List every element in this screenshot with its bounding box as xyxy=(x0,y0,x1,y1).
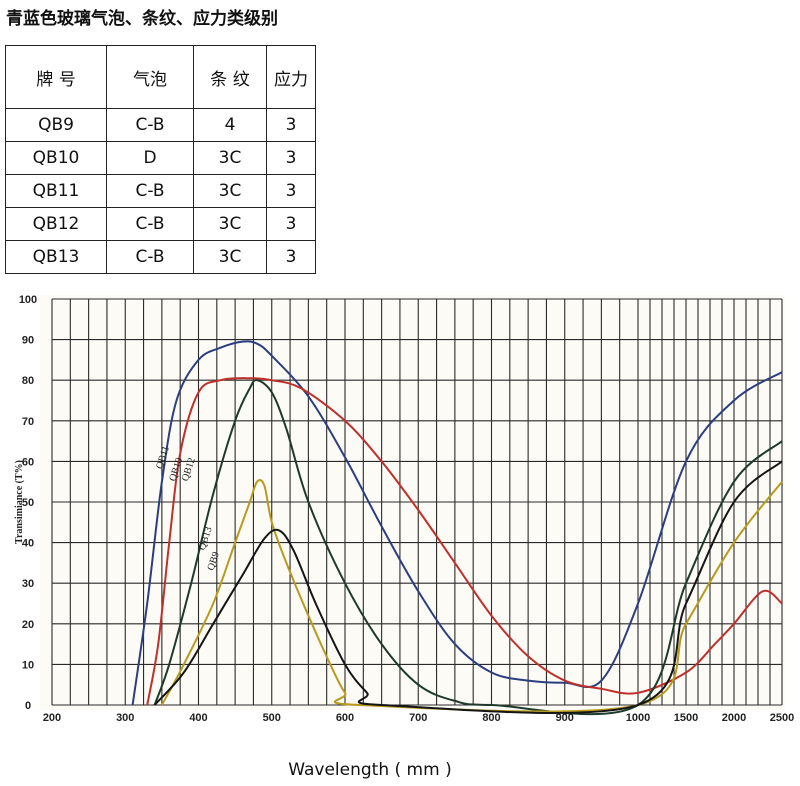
chart-svg: 0 10 20 30 40 50 60 70 80 90 100 200 300 400 500 600 700… xyxy=(14,294,794,724)
header-stress: 应力 xyxy=(266,45,316,109)
y-tick-label: 20 xyxy=(22,619,34,631)
x-tick-label: 600 xyxy=(336,712,354,724)
axis-ticks: 0 10 20 30 40 50 60 70 80 90 100 200 300 400 500 600 700… xyxy=(14,294,794,724)
cell-bubble: C-B xyxy=(106,108,194,142)
x-tick-label: 2500 xyxy=(770,712,794,724)
header-stripe: 条 纹 xyxy=(193,45,267,109)
y-tick-label: 0 xyxy=(25,700,31,712)
x-tick-label: 1000 xyxy=(626,712,650,724)
y-tick-label: 70 xyxy=(22,416,34,428)
y-tick-label: 40 xyxy=(22,538,34,550)
header-grade: 牌 号 xyxy=(5,45,107,109)
y-tick-label: 10 xyxy=(22,659,34,671)
cell-grade: QB13 xyxy=(5,240,107,274)
cell-grade: QB10 xyxy=(5,141,107,175)
y-tick-label: 90 xyxy=(22,335,34,347)
cell-grade: QB12 xyxy=(5,207,107,241)
table-header-row: 牌 号 气泡 条 纹 应力 xyxy=(5,45,316,109)
y-tick-label: 50 xyxy=(22,497,34,509)
x-tick-label: 500 xyxy=(263,712,281,724)
x-tick-label: 1500 xyxy=(674,712,698,724)
table-row: QB12 C-B 3C 3 xyxy=(5,207,316,241)
header-bubble: 气泡 xyxy=(106,45,194,109)
transmittance-chart: 0 10 20 30 40 50 60 70 80 90 100 200 300 400 500 600 700… xyxy=(0,283,800,743)
grid xyxy=(51,298,783,706)
x-tick-label: 2000 xyxy=(722,712,746,724)
x-tick-label: 700 xyxy=(409,712,427,724)
grade-table: 牌 号 气泡 条 纹 应力 QB9 C-B 4 3 QB10 D 3C 3 QB11 C-B 3C 3… xyxy=(5,45,316,274)
series-line-qb13 xyxy=(161,479,783,713)
y-tick-label: 100 xyxy=(19,294,37,306)
series-line-qb11 xyxy=(131,340,783,706)
cell-stripe: 3C xyxy=(193,141,267,175)
cell-stripe: 4 xyxy=(193,108,267,142)
y-tick-label: 80 xyxy=(22,375,34,387)
series-lines xyxy=(131,340,783,716)
x-axis-label: Wavelength ( mm ) xyxy=(0,760,800,780)
cell-stress: 3 xyxy=(266,207,316,241)
cell-stress: 3 xyxy=(266,141,316,175)
y-axis-label: Transimiance (T%) xyxy=(14,460,25,544)
x-tick-label: 200 xyxy=(43,712,61,724)
table-row: QB11 C-B 3C 3 xyxy=(5,174,316,208)
cell-stripe: 3C xyxy=(193,174,267,208)
x-tick-label: 300 xyxy=(116,712,134,724)
page-title: 青蓝色玻璃气泡、条纹、应力类级别 xyxy=(6,9,278,29)
y-tick-label: 60 xyxy=(22,456,34,468)
cell-bubble: C-B xyxy=(106,240,194,274)
table-row: QB10 D 3C 3 xyxy=(5,141,316,175)
cell-stress: 3 xyxy=(266,240,316,274)
x-axis-label-text: Wavelength ( mm ) xyxy=(288,760,452,780)
x-tick-label: 800 xyxy=(482,712,500,724)
series-line-qb9 xyxy=(153,460,783,714)
cell-stripe: 3C xyxy=(193,240,267,274)
x-tick-label: 400 xyxy=(189,712,207,724)
cell-stress: 3 xyxy=(266,174,316,208)
cell-bubble: D xyxy=(106,141,194,175)
y-tick-label: 30 xyxy=(22,578,34,590)
cell-bubble: C-B xyxy=(106,207,194,241)
cell-stress: 3 xyxy=(266,108,316,142)
x-tick-label: 900 xyxy=(556,712,574,724)
table-row: QB13 C-B 3C 3 xyxy=(5,240,316,274)
series-line-qb10 xyxy=(146,377,783,706)
cell-stripe: 3C xyxy=(193,207,267,241)
cell-grade: QB11 xyxy=(5,174,107,208)
cell-grade: QB9 xyxy=(5,108,107,142)
series-line-qb12 xyxy=(153,379,783,716)
cell-bubble: C-B xyxy=(106,174,194,208)
table-row: QB9 C-B 4 3 xyxy=(5,108,316,142)
